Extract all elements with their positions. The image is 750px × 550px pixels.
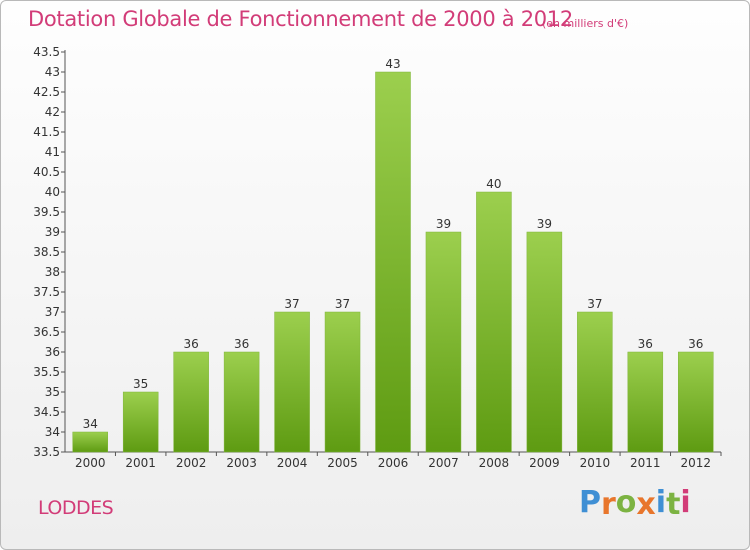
- data-label-2005: 37: [335, 297, 350, 311]
- y-tick-label: 40: [45, 185, 60, 199]
- bar-2001: [122, 391, 159, 453]
- commune-name: LODDES: [38, 497, 114, 519]
- x-tick-label: 2004: [277, 456, 308, 470]
- bar-2011: [627, 351, 664, 453]
- y-tick-label: 34: [45, 425, 60, 439]
- y-tick-label: 37.5: [33, 285, 60, 299]
- y-tick-label: 35: [45, 385, 60, 399]
- data-labels: 34 35 36 36 37 37 43 39 40 39 37 36 36: [83, 57, 704, 431]
- y-axis: 33.5 34 34.5 35 35.5 36 36.5 37 37.5 38 38.5 39 39.5…: [33, 45, 66, 459]
- data-label-2004: 37: [284, 297, 299, 311]
- x-tick-label: 2012: [680, 456, 711, 470]
- chart-title: Dotation Globale de Fonctionnement de 20…: [28, 7, 573, 31]
- bar-2003: [223, 351, 260, 453]
- x-tick-label: 2011: [630, 456, 661, 470]
- y-tick-label: 36.5: [33, 325, 60, 339]
- x-tick-label: 2010: [580, 456, 611, 470]
- y-tick-label: 36: [45, 345, 60, 359]
- proxiti-logo[interactable]: Proxiti: [579, 485, 691, 522]
- x-tick-label: 2005: [327, 456, 358, 470]
- logo-letter: i: [680, 485, 691, 520]
- y-tick-label: 39.5: [33, 205, 60, 219]
- bar-2008: [476, 191, 512, 453]
- data-label-2002: 36: [184, 337, 199, 351]
- y-tick-label: 42.5: [33, 85, 60, 99]
- bar-2009: [526, 231, 563, 453]
- data-label-2003: 36: [234, 337, 249, 351]
- bar-2012: [678, 351, 714, 453]
- y-tick-label: 37: [45, 305, 60, 319]
- x-tick-label: 2006: [378, 456, 409, 470]
- bar-2002: [173, 351, 209, 453]
- y-tick-label: 39: [45, 225, 60, 239]
- data-label-2012: 36: [688, 337, 703, 351]
- data-label-2007: 39: [436, 217, 451, 231]
- logo-letter: t: [666, 487, 681, 522]
- x-tick-label: 2007: [428, 456, 459, 470]
- y-tick-label: 33.5: [33, 445, 60, 459]
- data-label-2006: 43: [385, 57, 400, 71]
- bar-2004: [274, 311, 310, 453]
- y-tick-label: 34.5: [33, 405, 60, 419]
- x-tick-label: 2008: [479, 456, 510, 470]
- y-tick-label: 41: [45, 145, 60, 159]
- x-tick-label: 2002: [176, 456, 207, 470]
- data-label-2011: 36: [638, 337, 653, 351]
- logo-letter: o: [615, 485, 637, 520]
- logo-letter: r: [601, 487, 616, 522]
- bar-2010: [577, 311, 613, 453]
- chart-subtitle: (en milliers d'€): [542, 17, 629, 30]
- y-tick-label: 35.5: [33, 365, 60, 379]
- logo-letter: i: [655, 485, 667, 520]
- x-tick-label: 2000: [75, 456, 106, 470]
- x-tick-label: 2003: [226, 456, 257, 470]
- bar-2007: [425, 231, 462, 453]
- bar-2000: [72, 431, 108, 453]
- data-label-2001: 35: [133, 377, 148, 391]
- bars: [72, 71, 714, 453]
- y-tick-label: 43.5: [33, 45, 60, 59]
- data-label-2008: 40: [486, 177, 501, 191]
- y-tick-label: 38.5: [33, 245, 60, 259]
- y-tick-label: 41.5: [33, 125, 60, 139]
- y-tick-label: 38: [45, 265, 60, 279]
- bar-2005: [324, 311, 361, 453]
- logo-letter: P: [579, 485, 601, 520]
- x-tick-label: 2009: [529, 456, 560, 470]
- bar-2006: [375, 71, 411, 453]
- y-tick-label: 43: [45, 65, 60, 79]
- y-tick-label: 40.5: [33, 165, 60, 179]
- y-tick-label: 42: [45, 105, 60, 119]
- data-label-2000: 34: [83, 417, 98, 431]
- x-axis: 2000 2001 2002 2003 2004 2005 2006 2007 2008 2009…: [65, 451, 722, 470]
- x-tick-label: 2001: [125, 456, 156, 470]
- logo-letter: x: [636, 487, 656, 522]
- data-label-2009: 39: [537, 217, 552, 231]
- data-label-2010: 37: [587, 297, 602, 311]
